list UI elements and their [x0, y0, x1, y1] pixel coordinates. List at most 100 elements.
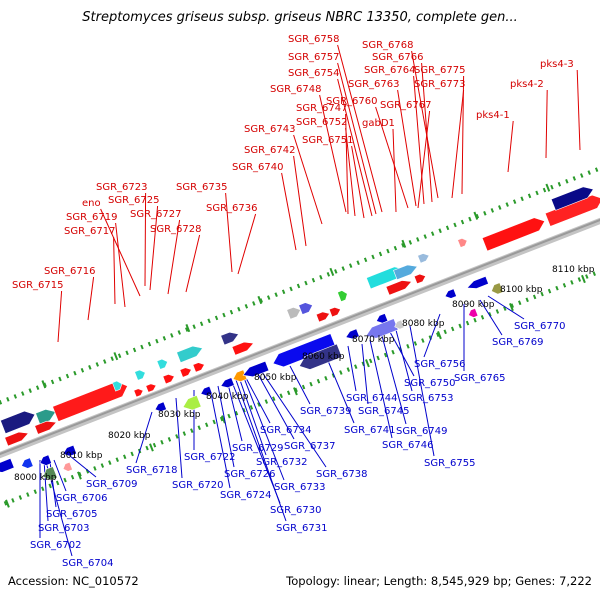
reverse-gene-label: SGR_6756	[414, 359, 466, 370]
gene-feature	[413, 273, 427, 285]
gene-feature	[35, 408, 57, 425]
forward-gene-label: SGR_6727	[130, 209, 182, 220]
reverse-gene-label: SGR_6749	[396, 426, 448, 437]
gene-feature	[298, 343, 343, 370]
track-tick	[401, 239, 407, 248]
gene-feature	[220, 377, 235, 389]
scale-tick-label: 8090 kbp	[452, 300, 495, 310]
gene-feature	[242, 360, 270, 378]
gene-feature	[550, 186, 594, 211]
label-leader	[225, 192, 233, 273]
gene-feature	[481, 217, 546, 252]
scale-tick-label: 8020 kbp	[108, 431, 151, 441]
reverse-gene-label: SGR_6744	[346, 393, 398, 404]
forward-gene-label: SGR_6740	[232, 162, 284, 173]
forward-gene-label: SGR_6751	[302, 135, 354, 146]
reverse-gene-label: SGR_6734	[260, 425, 312, 436]
forward-gene-label: SGR_6758	[288, 34, 340, 45]
reverse-gene-label: SGR_6738	[316, 469, 368, 480]
gene-feature	[200, 385, 213, 397]
label-leader	[115, 222, 126, 308]
track-tick	[581, 274, 586, 284]
reverse-gene-label: SGR_6732	[256, 457, 308, 468]
label-leader	[209, 387, 231, 489]
track-tick	[257, 295, 263, 305]
label-leader	[167, 219, 181, 295]
forward-gene-label: pks4-2	[510, 79, 544, 90]
scale-tick-label: 8070 kbp	[352, 335, 395, 345]
label-leader	[351, 145, 365, 219]
label-leader	[345, 127, 356, 217]
label-leader	[113, 236, 116, 305]
label-leader	[100, 208, 141, 297]
track-tick	[221, 415, 226, 424]
reverse-gene-label: SGR_6720	[172, 480, 224, 491]
label-leader	[293, 155, 307, 247]
forward-gene-label: SGR_6763	[348, 79, 400, 90]
scale-tick-label: 8060 kbp	[302, 352, 345, 362]
reverse-gene-label: SGR_6741	[344, 425, 396, 436]
reverse-gene-label: SGR_6731	[276, 523, 328, 534]
label-leader	[149, 205, 159, 291]
scale-tick-label: 8030 kbp	[158, 410, 201, 420]
gene-feature	[417, 253, 430, 264]
reverse-gene-label: SGR_6755	[424, 458, 476, 469]
forward-gene-label: SGR_6752	[296, 117, 348, 128]
reverse-gene-label: SGR_6746	[382, 440, 434, 451]
gene-feature	[328, 306, 342, 318]
label-leader	[235, 379, 287, 522]
forward-gene-label: SGR_6748	[270, 84, 322, 95]
forward-gene-label: SGR_6736	[206, 203, 258, 214]
reverse-gene-label: SGR_6770	[514, 321, 566, 332]
label-leader	[375, 106, 409, 209]
label-leader	[576, 69, 581, 151]
label-leader	[347, 345, 357, 392]
gene-feature	[133, 388, 144, 398]
label-leader	[369, 339, 393, 439]
forward-gene-label: SGR_6723	[96, 182, 148, 193]
scale-tick-label: 8080 kbp	[402, 319, 445, 329]
gene-feature	[145, 383, 157, 393]
label-leader	[319, 94, 347, 213]
reverse-gene-label: SGR_6704	[62, 558, 114, 569]
gene-feature	[394, 319, 405, 330]
gene-feature	[0, 410, 36, 434]
scale-tick-label: 8010 kbp	[60, 451, 103, 461]
forward-gene-label: SGR_6715	[12, 280, 64, 291]
reverse-gene-label: SGR_6705	[46, 509, 98, 520]
forward-gene-label: SGR_6775	[414, 65, 466, 76]
track-tick	[365, 359, 370, 368]
gene-feature	[337, 290, 348, 302]
gene-feature	[21, 457, 34, 469]
gene-feature	[298, 302, 314, 315]
forward-gene-label: SGR_6764	[364, 65, 416, 76]
track-dots	[0, 271, 600, 508]
gene-feature	[176, 345, 204, 363]
gene-feature	[154, 401, 167, 412]
forward-gene-label: SGR_6773	[414, 79, 466, 90]
reverse-gene-label: SGR_6753	[402, 393, 454, 404]
forward-gene-label: SGR_6719	[66, 212, 118, 223]
forward-gene-label: SGR_6768	[362, 40, 414, 51]
gene-feature	[220, 331, 240, 346]
label-leader	[545, 89, 548, 159]
reverse-gene-label: SGR_6733	[274, 482, 326, 493]
gene-feature	[375, 313, 389, 324]
gene-feature	[385, 280, 413, 296]
label-leader	[411, 50, 439, 199]
reverse-gene-label: SGR_6722	[184, 452, 236, 463]
gene-feature	[232, 369, 248, 383]
forward-gene-label: gabD1	[362, 118, 395, 129]
gene-feature	[112, 380, 123, 392]
label-leader	[144, 192, 147, 287]
label-leader	[237, 213, 257, 275]
label-leader	[135, 411, 153, 464]
label-leader	[87, 276, 95, 321]
scale-tick-label: 8040 kbp	[206, 392, 249, 402]
forward-gene-label: SGR_6747	[296, 103, 348, 114]
forward-gene-label: SGR_6728	[150, 224, 202, 235]
gene-feature	[62, 461, 73, 472]
label-leader	[261, 371, 327, 468]
track-tick	[113, 352, 119, 361]
forward-gene-label: SGR_6743	[244, 124, 296, 135]
